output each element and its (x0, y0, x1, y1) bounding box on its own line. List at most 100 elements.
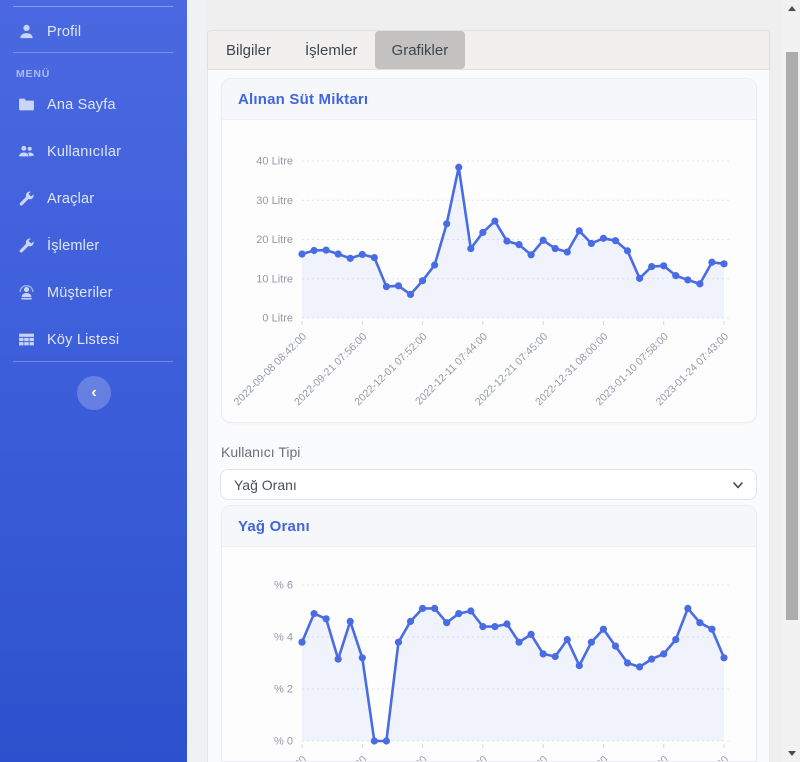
scrollbar-thumb[interactable] (785, 52, 798, 620)
fat-ratio-chart: % 0% 2% 4% 62022-09-08 08:42:002022-09-2… (222, 547, 756, 762)
y-axis-tick-label: 10 Litre (256, 273, 293, 285)
sidebar-collapse-button[interactable]: ‹ (77, 376, 111, 410)
sidebar-item-label: Profil (47, 23, 82, 40)
sidebar-item-profil[interactable]: Profil (18, 23, 81, 40)
sidebar-item-label: İşlemler (47, 237, 100, 254)
users-icon (19, 145, 34, 157)
data-point (599, 625, 608, 633)
chevron-down-icon (733, 481, 743, 488)
fat-ratio-card-header: Yağ Oranı (222, 506, 756, 547)
data-point (515, 638, 523, 646)
tab-grafikler[interactable]: Grafikler (374, 31, 466, 69)
data-point (491, 623, 499, 631)
scroll-down-arrow[interactable] (783, 745, 800, 762)
data-point (382, 283, 390, 291)
data-point (431, 261, 439, 269)
data-point (636, 663, 644, 671)
scroll-up-arrow[interactable] (783, 0, 800, 17)
data-point (660, 650, 668, 658)
data-point (648, 262, 656, 271)
y-axis-tick-label: 20 Litre (256, 234, 293, 246)
data-point (515, 241, 523, 249)
data-point (479, 228, 487, 237)
fat-ratio-card: Yağ Oranı % 0 % 2 % 4 % 6 2022-09-08 08:42:0… (221, 505, 757, 762)
sidebar-top-divider (13, 6, 173, 7)
customer-icon (19, 284, 34, 300)
sidebar-item-kullanicilar[interactable]: Kullanıcılar (18, 143, 121, 160)
y-axis-tick-label: % 2 (274, 684, 293, 696)
y-axis-tick-label: 0 Litre (262, 313, 293, 325)
data-point (467, 607, 475, 615)
sidebar-item-musteriler[interactable]: Müşteriler (18, 284, 113, 301)
data-point (696, 619, 704, 627)
data-point (672, 636, 680, 644)
data-point (696, 280, 704, 288)
data-point (358, 250, 366, 259)
tab-bilgiler[interactable]: Bilgiler (226, 41, 272, 59)
data-point (394, 638, 403, 646)
data-point (720, 260, 728, 268)
wrench-icon (19, 238, 34, 253)
scrollbar[interactable] (783, 0, 800, 762)
data-point (527, 251, 535, 259)
fat-ratio-card-title: Yağ Oranı (238, 517, 310, 535)
data-point (322, 246, 330, 254)
data-point (611, 237, 620, 245)
data-point (491, 217, 499, 225)
data-point (443, 619, 451, 627)
data-point (599, 234, 608, 242)
data-point (431, 604, 439, 612)
sidebar-item-label: Köy Listesi (47, 331, 120, 348)
sidebar-item-araclar[interactable]: Araçlar (18, 190, 94, 207)
data-point (382, 737, 390, 745)
sidebar-gutter (187, 0, 207, 762)
data-point (623, 659, 632, 667)
tab-islemler[interactable]: İşlemler (305, 41, 358, 59)
data-point (684, 276, 692, 284)
folder-icon (19, 98, 34, 111)
data-point (370, 737, 378, 745)
data-point (334, 250, 342, 258)
y-axis-tick-label: % 0 (274, 736, 293, 748)
user-type-label: Kullanıcı Tipi (221, 444, 301, 460)
data-point (298, 638, 306, 646)
milk-amount-card-header: Alınan Süt Miktarı (222, 79, 756, 120)
sidebar-item-ana-sayfa[interactable]: Ana Sayfa (18, 96, 116, 113)
data-point (467, 244, 475, 253)
data-point (418, 277, 427, 285)
y-axis-tick-label: % 4 (274, 632, 293, 644)
chevron-left-icon: ‹ (91, 384, 97, 401)
sidebar-item-label: Kullanıcılar (47, 143, 122, 160)
data-point (611, 642, 620, 650)
area-fill (302, 608, 724, 741)
data-point (322, 615, 330, 623)
data-point (563, 248, 571, 256)
data-point (418, 604, 427, 612)
data-point (539, 236, 547, 244)
y-axis-tick-label: 30 Litre (256, 195, 293, 207)
data-point (623, 247, 632, 255)
sidebar-item-islemler[interactable]: İşlemler (18, 237, 99, 254)
data-point (370, 253, 378, 262)
data-point (587, 638, 595, 646)
data-point (539, 650, 547, 658)
user-type-select[interactable]: Yağ Oranı (220, 469, 757, 500)
data-point (563, 636, 571, 644)
sidebar-item-koy-listesi[interactable]: Köy Listesi (18, 331, 119, 348)
data-point (575, 227, 583, 235)
data-point (660, 262, 668, 270)
data-point (334, 655, 342, 663)
data-point (443, 220, 451, 228)
data-point (406, 290, 415, 299)
triangle-up-icon (787, 6, 796, 11)
table-icon (19, 333, 34, 346)
sidebar-item-label: Ana Sayfa (47, 96, 116, 113)
sidebar: Profil MENÜ Ana Sayfa Kullanıcılar Araçl… (0, 0, 187, 762)
data-point (720, 654, 728, 662)
wrench-icon (19, 191, 34, 206)
data-point (503, 620, 511, 628)
tab-bar: Bilgiler İşlemler Grafikler (207, 30, 770, 70)
data-point (527, 630, 535, 638)
sidebar-divider (13, 361, 173, 362)
data-point (479, 623, 487, 631)
